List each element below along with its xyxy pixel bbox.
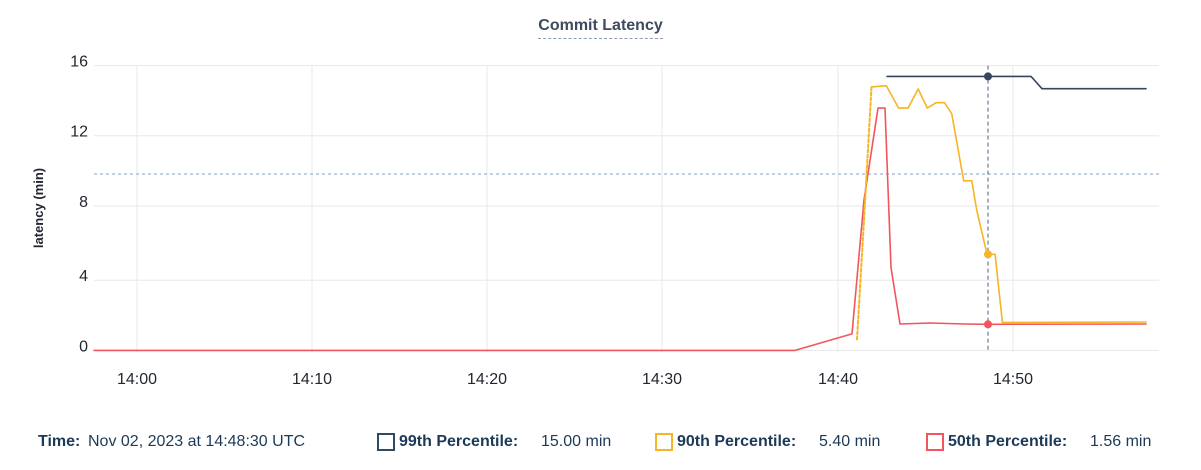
svg-text:14:10: 14:10 — [292, 371, 332, 388]
svg-text:12: 12 — [70, 124, 88, 141]
svg-text:14:00: 14:00 — [117, 371, 157, 388]
svg-text:0: 0 — [79, 338, 88, 355]
svg-text:16: 16 — [70, 54, 88, 71]
svg-text:14:40: 14:40 — [818, 371, 858, 388]
svg-text:14:20: 14:20 — [467, 371, 507, 388]
svg-text:8: 8 — [79, 194, 88, 211]
svg-text:4: 4 — [79, 268, 88, 285]
svg-text:14:50: 14:50 — [993, 371, 1033, 388]
svg-text:14:30: 14:30 — [642, 371, 682, 388]
